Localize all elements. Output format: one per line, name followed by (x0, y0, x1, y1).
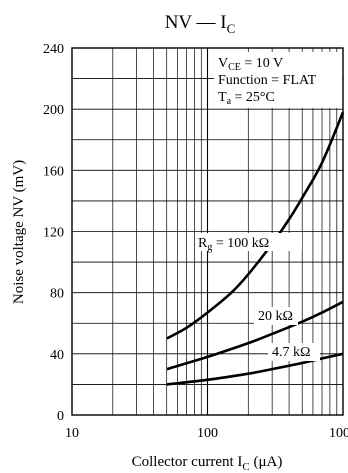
x-axis-label: Collector current IC (μA) (132, 454, 283, 473)
y-tick-label: 40 (50, 348, 64, 363)
condition-line-1: Function = FLAT (218, 73, 317, 88)
y-axis-label: Noise voltage NV (mV) (11, 160, 27, 304)
x-tick-label: 10 (65, 426, 79, 441)
series-labels: Rg = 100 kΩ 20 kΩ 4.7 kΩ (198, 233, 320, 361)
series-label-0: Rg = 100 kΩ (198, 236, 269, 253)
series-label-1: 20 kΩ (258, 309, 293, 324)
y-tick-label: 80 (50, 287, 64, 302)
plot-frame (71, 47, 344, 416)
y-tick-label: 160 (43, 164, 64, 179)
y-tick-label: 0 (57, 409, 64, 424)
y-tick-labels: 0 40 80 120 160 200 240 (43, 42, 64, 424)
series-line-2 (166, 352, 344, 386)
series-label-2: 4.7 kΩ (272, 345, 310, 360)
series-curves (166, 111, 345, 386)
series-label-bg (198, 233, 302, 251)
condition-line-0: VCE = 10 V (218, 56, 283, 73)
y-tick-label: 120 (43, 226, 64, 241)
series-label-bg (254, 307, 298, 325)
series-label-bg (268, 343, 320, 361)
x-tick-label: 100 (197, 426, 218, 441)
conditions-box-bg (214, 52, 342, 108)
series-line-1 (166, 300, 344, 371)
chart-title: NV — IC (165, 12, 236, 36)
y-tick-label: 200 (43, 103, 64, 118)
y-tick-label: 240 (43, 42, 64, 57)
condition-line-2: Ta = 25°C (218, 90, 275, 107)
series-line-0 (166, 111, 345, 340)
